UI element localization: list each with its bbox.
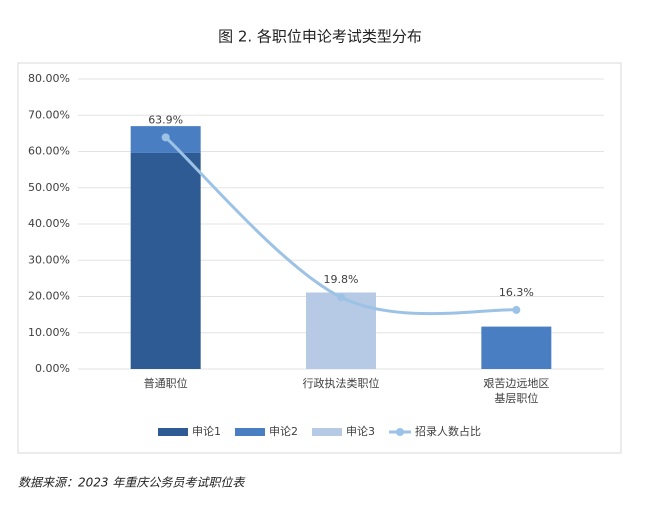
data-label: 16.3% bbox=[499, 286, 534, 299]
y-tick-label: 20.00% bbox=[28, 290, 70, 303]
y-tick-label: 0.00% bbox=[35, 362, 70, 375]
bar bbox=[481, 326, 552, 369]
y-tick-label: 40.00% bbox=[28, 217, 70, 230]
y-tick-label: 30.00% bbox=[28, 253, 70, 266]
chart-title: 图 2. 各职位申论考试类型分布 bbox=[218, 28, 422, 46]
legend-swatch bbox=[235, 428, 265, 436]
y-tick-label: 60.00% bbox=[28, 145, 70, 158]
y-tick-label: 50.00% bbox=[28, 181, 70, 194]
bar bbox=[130, 152, 201, 369]
legend-swatch bbox=[396, 428, 404, 436]
line-marker bbox=[512, 305, 521, 314]
y-tick-label: 10.00% bbox=[28, 326, 70, 339]
x-tick-label-line: 基层职位 bbox=[494, 391, 538, 405]
legend-label: 申论1 bbox=[192, 424, 221, 438]
y-tick-label: 80.00% bbox=[28, 72, 70, 85]
legend-label: 申论2 bbox=[269, 424, 298, 438]
data-label: 63.9% bbox=[148, 113, 183, 126]
legend-swatch bbox=[312, 428, 342, 436]
bar bbox=[306, 292, 376, 369]
y-tick-label: 70.00% bbox=[28, 108, 70, 121]
data-label: 19.8% bbox=[324, 273, 359, 286]
x-tick-label: 普通职位 bbox=[144, 376, 188, 390]
x-tick-label-line: 艰苦边远地区 bbox=[483, 377, 549, 390]
chart-frame bbox=[17, 62, 622, 454]
legend-label: 招录人数占比 bbox=[415, 424, 481, 438]
x-tick-label: 行政执法类职位 bbox=[303, 376, 380, 390]
legend-swatch bbox=[158, 428, 188, 436]
source-note: 数据来源：2023 年重庆公务员考试职位表 bbox=[18, 476, 246, 490]
line-marker bbox=[337, 293, 345, 302]
legend-label: 申论3 bbox=[346, 424, 375, 438]
x-tick-label: 艰苦边远地区基层职位 bbox=[483, 377, 549, 405]
line-marker bbox=[161, 133, 170, 142]
